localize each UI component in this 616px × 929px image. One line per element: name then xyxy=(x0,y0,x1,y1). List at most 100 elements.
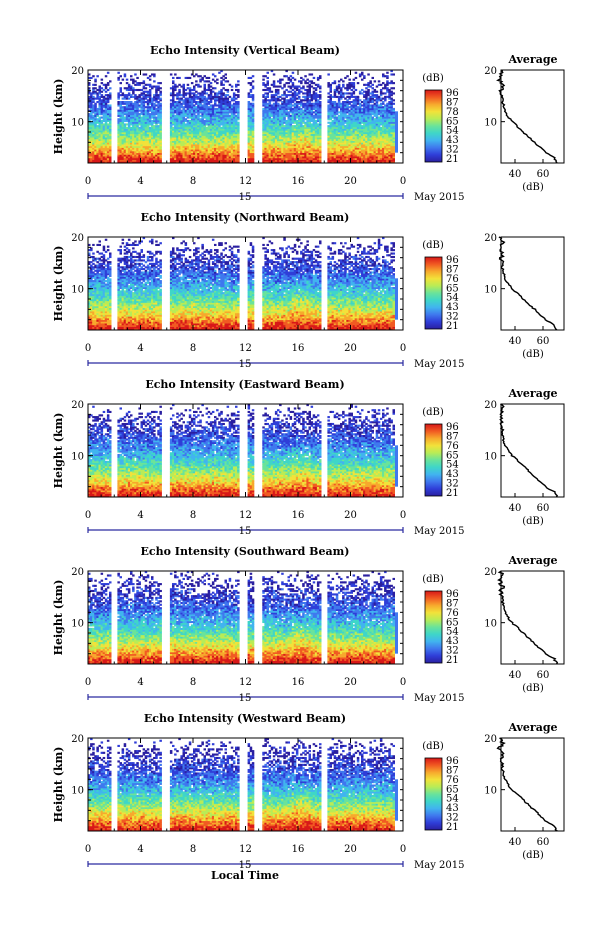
heatmap-cell xyxy=(134,104,137,107)
heatmap-cell xyxy=(186,97,190,100)
heatmap-cell xyxy=(197,104,200,107)
heatmap-cell xyxy=(251,133,255,136)
heatmap-cell xyxy=(308,126,311,129)
heatmap-cell xyxy=(226,118,230,121)
heatmap-cell xyxy=(302,145,305,148)
heatmap-cell xyxy=(155,144,158,147)
heatmap-cell xyxy=(88,82,91,85)
heatmap-cell xyxy=(104,159,108,162)
heatmap-cell xyxy=(262,123,265,126)
heatmap-cell xyxy=(211,137,215,140)
heatmap-cell xyxy=(214,92,217,95)
heatmap-cell xyxy=(94,116,97,119)
heatmap-cell xyxy=(98,104,101,107)
heatmap-cell xyxy=(203,85,206,88)
heatmap-cell xyxy=(155,138,158,142)
heatmap-cell xyxy=(199,125,202,128)
heatmap-cell xyxy=(218,92,221,95)
heatmap-cell xyxy=(142,114,146,117)
heatmap-cell xyxy=(268,130,272,133)
heatmap-cell xyxy=(193,152,196,155)
heatmap-cell xyxy=(220,145,223,148)
heatmap-cell xyxy=(132,78,135,81)
heatmap-cell xyxy=(201,78,204,81)
heatmap-cell xyxy=(304,125,307,128)
heatmap-cell xyxy=(138,161,141,164)
heatmap-cell xyxy=(306,157,309,160)
heatmap-cell xyxy=(176,135,179,138)
heatmap-cell xyxy=(295,109,299,112)
heatmap-cell xyxy=(308,113,311,116)
heatmap-cell xyxy=(134,150,137,154)
heatmap-cell xyxy=(262,156,265,159)
heatmap-cell xyxy=(249,95,253,98)
heatmap-cell xyxy=(274,150,278,154)
heatmap-cell xyxy=(148,113,152,116)
heatmap-cell xyxy=(155,123,158,126)
heatmap-cell xyxy=(136,149,139,152)
heatmap-cell xyxy=(140,154,143,157)
heatmap-cell xyxy=(214,128,217,131)
heatmap-cell xyxy=(279,106,282,109)
heatmap-cell xyxy=(172,111,175,114)
heatmap-cell xyxy=(88,119,91,123)
heatmap-cell xyxy=(119,150,122,154)
heatmap-cell xyxy=(298,161,301,164)
heatmap-cell xyxy=(224,109,227,112)
heatmap-cell xyxy=(224,106,227,109)
heatmap-cell xyxy=(174,85,177,88)
heatmap-cell xyxy=(123,116,127,119)
heatmap-cell xyxy=(216,125,219,128)
heatmap-cell xyxy=(121,133,125,136)
heatmap-cell xyxy=(125,78,129,81)
heatmap-cell xyxy=(226,125,230,128)
heatmap-cell xyxy=(151,87,154,90)
heatmap-cell xyxy=(197,130,200,133)
heatmap-cell xyxy=(96,149,99,152)
heatmap-cell xyxy=(281,150,284,154)
heatmap-cell xyxy=(104,109,108,112)
heatmap-cell xyxy=(88,142,91,145)
heatmap-cell xyxy=(102,111,106,114)
heatmap-cell xyxy=(209,125,213,128)
heatmap-cell xyxy=(184,157,188,160)
heatmap-cell xyxy=(197,113,200,116)
heatmap-cell xyxy=(274,106,278,109)
heatmap-cell xyxy=(302,92,305,95)
heatmap-cell xyxy=(92,144,95,147)
heatmap-cell xyxy=(281,126,284,129)
heatmap-cell xyxy=(169,159,173,162)
heatmap-cell xyxy=(188,130,192,133)
heatmap-cell xyxy=(92,114,95,117)
heatmap-cell xyxy=(209,82,213,85)
heatmap-cell xyxy=(214,114,217,117)
heatmap-cell xyxy=(291,95,295,98)
heatmap-cell xyxy=(140,156,143,159)
heatmap-cell xyxy=(262,154,265,157)
heatmap-cell xyxy=(123,95,127,98)
heatmap-cell xyxy=(193,145,196,148)
heatmap-cell xyxy=(266,140,269,143)
heatmap-cell xyxy=(144,119,148,123)
heatmap-cell xyxy=(153,159,156,162)
heatmap-cell xyxy=(157,147,160,150)
heatmap-cell xyxy=(308,106,311,109)
heatmap-cell xyxy=(134,144,137,147)
heatmap-cell xyxy=(155,101,158,104)
heatmap-cell xyxy=(102,113,106,116)
heatmap-cell xyxy=(125,114,129,117)
heatmap-cell xyxy=(249,130,253,133)
heatmap-cell xyxy=(94,109,97,112)
heatmap-cell xyxy=(138,130,141,133)
heatmap-cell xyxy=(205,132,209,135)
heatmap-cell xyxy=(132,87,135,90)
heatmap-cell xyxy=(247,106,251,109)
heatmap-cell xyxy=(176,109,179,112)
heatmap-cell xyxy=(132,90,135,93)
heatmap-cell xyxy=(140,128,143,131)
heatmap-cell xyxy=(94,135,97,138)
heatmap-cell xyxy=(270,104,274,107)
heatmap-cell xyxy=(209,95,213,98)
heatmap-cell xyxy=(272,97,276,100)
heatmap-cell xyxy=(98,87,101,90)
